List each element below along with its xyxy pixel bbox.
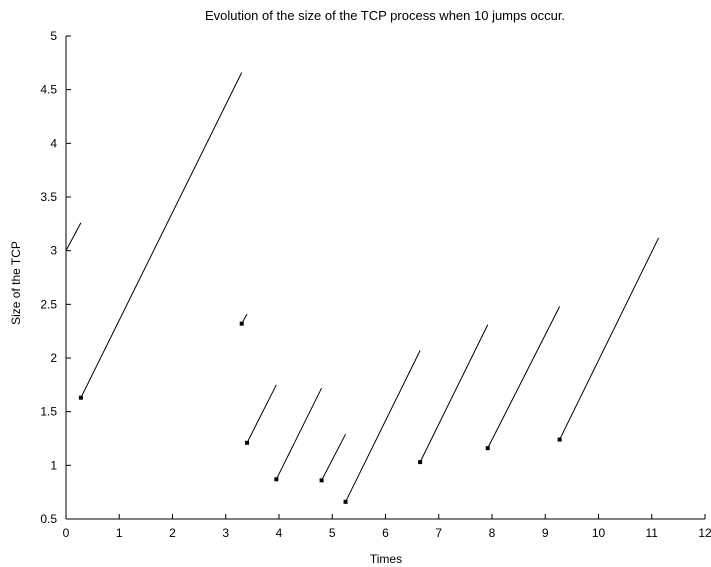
x-tick-label: 0 [63,526,70,540]
x-tick-label: 5 [329,526,336,540]
y-tick-label: 2.5 [40,297,57,311]
y-tick-label: 5 [50,29,57,43]
x-tick-label: 3 [222,526,229,540]
y-tick-label: 3.5 [40,190,57,204]
x-tick-label: 8 [489,526,496,540]
x-ticks: 0 1 2 3 4 5 6 7 8 9 10 11 12 [63,514,711,540]
y-tick-label: 2 [50,351,57,365]
series-segment [80,72,243,398]
x-axis-label: Times [370,552,402,566]
x-tick-label: 9 [542,526,549,540]
series-segment [321,433,347,481]
y-tick-label: 4 [50,136,57,150]
series-segment [559,237,660,440]
y-tick-label: 4.5 [40,83,57,97]
x-tick-label: 1 [116,526,123,540]
y-tick-label: 1.5 [40,405,57,419]
y-axis-label: Size of the TCP [9,241,23,325]
series-segment [345,350,421,503]
x-tick-label: 6 [382,526,389,540]
series-segment [487,306,561,449]
jump-marker [418,460,423,465]
y-tick-label: 0.5 [40,512,57,526]
series-segment [419,324,489,463]
jump-marker [557,437,562,442]
x-tick-label: 10 [592,526,606,540]
x-tick-label: 2 [169,526,176,540]
jump-marker [485,446,490,451]
jump-marker [343,499,348,504]
y-tick-label: 1 [50,458,57,472]
y-ticks: 0.5 1 1.5 2 2.5 3 3.5 4 4.5 5 [40,29,71,526]
x-tick-label: 7 [435,526,442,540]
jump-marker [239,321,244,326]
series-segment [275,387,323,480]
jump-marker [245,440,250,445]
x-tick-label: 11 [646,526,659,540]
x-tick-label: 12 [698,526,711,540]
jump-markers [78,321,562,504]
x-tick-label: 4 [276,526,283,540]
series-segment [246,384,277,444]
jump-marker [274,477,279,482]
jump-marker [319,478,324,483]
series-segments [65,72,660,503]
y-tick-label: 3 [50,244,57,258]
series-segment [65,222,82,251]
chart-title: Evolution of the size of the TCP process… [205,8,565,23]
jump-marker [78,395,83,400]
